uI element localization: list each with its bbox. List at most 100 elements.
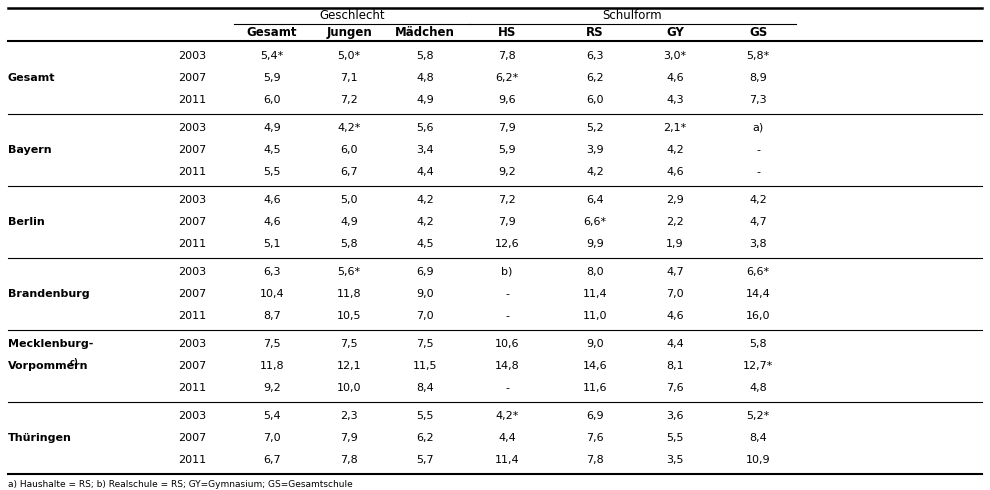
Text: 4,6: 4,6 [666, 73, 684, 83]
Text: 7,6: 7,6 [666, 383, 684, 393]
Text: 2,2: 2,2 [666, 217, 684, 227]
Text: -: - [505, 383, 509, 393]
Text: 5,0: 5,0 [341, 195, 357, 205]
Text: -: - [756, 167, 760, 177]
Text: 6,4: 6,4 [586, 195, 604, 205]
Text: 5,8*: 5,8* [746, 51, 769, 61]
Text: 3,9: 3,9 [586, 145, 604, 155]
Text: 7,5: 7,5 [341, 339, 357, 349]
Text: a) Haushalte = RS; b) Realschule = RS; GY=Gymnasium; GS=Gesamtschule: a) Haushalte = RS; b) Realschule = RS; G… [8, 480, 352, 489]
Text: 7,6: 7,6 [586, 433, 604, 443]
Text: 3,8: 3,8 [749, 239, 767, 249]
Text: 7,5: 7,5 [416, 339, 434, 349]
Text: -: - [505, 311, 509, 321]
Text: Berlin: Berlin [8, 217, 45, 227]
Text: 2011: 2011 [178, 311, 206, 321]
Text: 11,4: 11,4 [583, 289, 607, 299]
Text: 5,0*: 5,0* [338, 51, 360, 61]
Text: 2,9: 2,9 [666, 195, 684, 205]
Text: Schulform: Schulform [603, 9, 662, 23]
Text: 5,5: 5,5 [666, 433, 684, 443]
Text: 9,2: 9,2 [498, 167, 516, 177]
Text: Mecklenburg-: Mecklenburg- [8, 339, 93, 349]
Text: 2007: 2007 [178, 145, 206, 155]
Text: 8,4: 8,4 [416, 383, 434, 393]
Text: 6,6*: 6,6* [583, 217, 607, 227]
Text: 8,0: 8,0 [586, 267, 604, 277]
Text: 6,7: 6,7 [263, 455, 281, 465]
Text: 2003: 2003 [178, 411, 206, 421]
Text: 9,2: 9,2 [263, 383, 281, 393]
Text: 11,0: 11,0 [583, 311, 607, 321]
Text: Geschlecht: Geschlecht [319, 9, 385, 23]
Text: 7,9: 7,9 [498, 123, 516, 133]
Text: 2011: 2011 [178, 95, 206, 105]
Text: 4,2*: 4,2* [338, 123, 360, 133]
Text: 4,2: 4,2 [586, 167, 604, 177]
Text: Mädchen: Mädchen [395, 26, 455, 40]
Text: GY: GY [666, 26, 684, 40]
Text: 7,3: 7,3 [749, 95, 767, 105]
Text: 6,7: 6,7 [341, 167, 357, 177]
Text: 4,2: 4,2 [666, 145, 684, 155]
Text: 5,2: 5,2 [586, 123, 604, 133]
Text: Jungen: Jungen [326, 26, 372, 40]
Text: 10,0: 10,0 [337, 383, 361, 393]
Text: 2003: 2003 [178, 339, 206, 349]
Text: 4,9: 4,9 [263, 123, 281, 133]
Text: 5,4*: 5,4* [260, 51, 283, 61]
Text: RS: RS [586, 26, 604, 40]
Text: 8,7: 8,7 [263, 311, 281, 321]
Text: 9,6: 9,6 [498, 95, 516, 105]
Text: 11,6: 11,6 [583, 383, 607, 393]
Text: 4,6: 4,6 [263, 195, 281, 205]
Text: 4,6: 4,6 [666, 167, 684, 177]
Text: 5,2*: 5,2* [746, 411, 769, 421]
Text: 14,4: 14,4 [745, 289, 770, 299]
Text: 7,9: 7,9 [341, 433, 357, 443]
Text: HS: HS [498, 26, 516, 40]
Text: Gesamt: Gesamt [8, 73, 55, 83]
Text: 11,8: 11,8 [259, 361, 284, 371]
Text: 5,9: 5,9 [263, 73, 281, 83]
Text: 6,6*: 6,6* [746, 267, 769, 277]
Text: Brandenburg: Brandenburg [8, 289, 90, 299]
Text: 2003: 2003 [178, 123, 206, 133]
Text: 14,6: 14,6 [583, 361, 607, 371]
Text: 6,0: 6,0 [341, 145, 357, 155]
Text: 4,7: 4,7 [666, 267, 684, 277]
Text: 6,9: 6,9 [416, 267, 434, 277]
Text: 4,7: 4,7 [749, 217, 767, 227]
Text: b): b) [501, 267, 513, 277]
Text: 6,2: 6,2 [416, 433, 434, 443]
Text: 6,3: 6,3 [263, 267, 281, 277]
Text: 4,6: 4,6 [666, 311, 684, 321]
Text: 11,8: 11,8 [337, 289, 361, 299]
Text: 7,0: 7,0 [416, 311, 434, 321]
Text: 7,5: 7,5 [263, 339, 281, 349]
Text: Vorpommern: Vorpommern [8, 361, 88, 371]
Text: 5,6: 5,6 [416, 123, 434, 133]
Text: 3,6: 3,6 [666, 411, 684, 421]
Text: Gesamt: Gesamt [247, 26, 297, 40]
Text: 6,2*: 6,2* [495, 73, 519, 83]
Text: 2,1*: 2,1* [663, 123, 687, 133]
Text: 2003: 2003 [178, 195, 206, 205]
Text: 7,2: 7,2 [498, 195, 516, 205]
Text: Bayern: Bayern [8, 145, 51, 155]
Text: 3,0*: 3,0* [663, 51, 686, 61]
Text: 7,8: 7,8 [341, 455, 357, 465]
Text: 12,6: 12,6 [495, 239, 520, 249]
Text: 5,6*: 5,6* [338, 267, 360, 277]
Text: 11,5: 11,5 [413, 361, 438, 371]
Text: 7,0: 7,0 [666, 289, 684, 299]
Text: 4,2: 4,2 [749, 195, 767, 205]
Text: 2011: 2011 [178, 167, 206, 177]
Text: 6,9: 6,9 [586, 411, 604, 421]
Text: 5,9: 5,9 [498, 145, 516, 155]
Text: 10,6: 10,6 [495, 339, 519, 349]
Text: 10,4: 10,4 [259, 289, 284, 299]
Text: 4,9: 4,9 [416, 95, 434, 105]
Text: 4,8: 4,8 [749, 383, 767, 393]
Text: 7,2: 7,2 [341, 95, 357, 105]
